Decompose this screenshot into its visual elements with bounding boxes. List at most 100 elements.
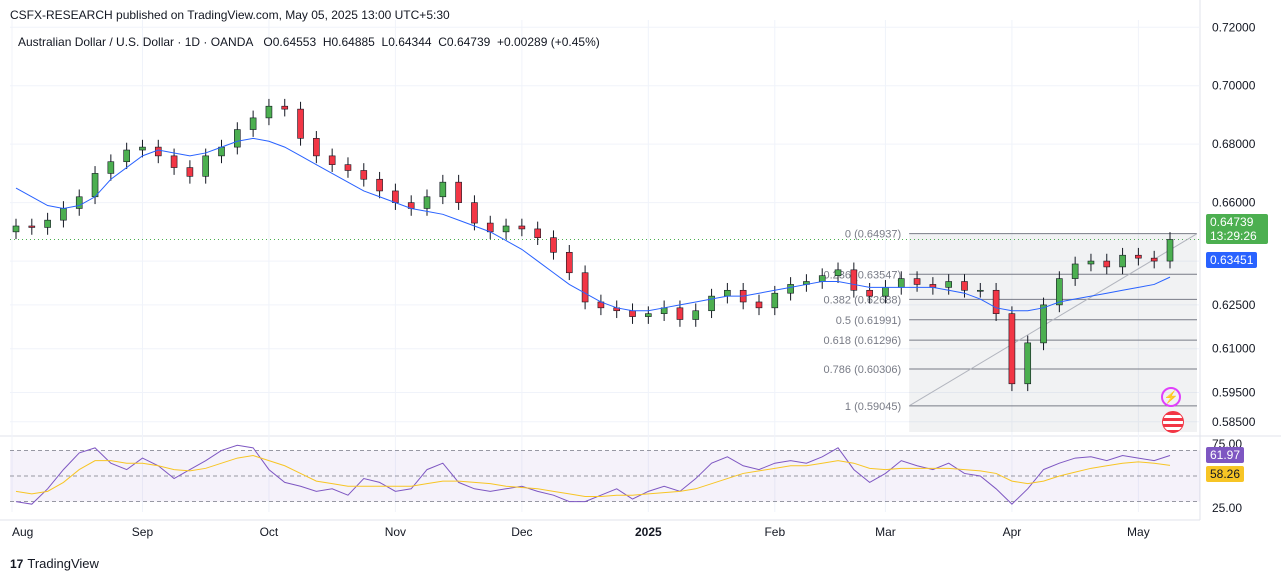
last-price-value: 0.64739 [1210,215,1254,229]
time-tick-label: Sep [132,525,154,539]
fib-level-label: 1 (0.59045) [845,401,901,413]
candle-body [75,196,83,209]
candle-body [977,289,984,292]
candle-body [1040,304,1047,344]
candle-body [297,108,304,139]
candle-body [281,105,289,110]
candle-body [154,146,162,157]
fib-level-label: 0.382 (0.62688) [823,294,901,306]
candle-body [91,173,99,198]
candle-body [439,181,447,198]
candle-body [755,301,763,309]
candle-body [360,170,368,180]
candlestick-series [12,98,1174,392]
rsi-value-tag: 61.97 [1206,447,1245,463]
candle-body [771,292,779,309]
candle-body [423,196,431,209]
candle-body [897,278,905,288]
time-tick-label: 2025 [635,525,662,539]
time-tick-label: Oct [260,525,279,539]
candle-body [455,181,462,203]
symbol-label[interactable]: Australian Dollar / U.S. Dollar · 1D · O… [18,35,254,49]
candle-body [328,155,336,165]
candle-body [344,164,352,171]
candle-body [12,225,20,233]
price-tick-label: 0.66000 [1212,196,1256,210]
close-value: C0.64739 [438,35,491,49]
rsi-ma-value-tag: 58.26 [1206,466,1245,482]
fib-background [909,233,1197,432]
ma-line [15,137,1171,312]
fib-level-label: 0.618 (0.61296) [823,335,901,347]
rsi-panel [10,444,1200,505]
candle-body [265,105,273,119]
candle-body [249,117,257,130]
candle-body [534,228,541,238]
candle-body [234,129,241,148]
fib-level-label: 0.786 (0.60306) [823,364,901,376]
time-tick-label: Dec [511,525,532,539]
candle-body [645,313,652,317]
candle-body [1119,254,1126,268]
candle-body [818,275,826,282]
candle-body [945,281,952,288]
footer-branding[interactable]: 17 TradingView [10,556,99,571]
candle-body [502,225,510,233]
candle-body [850,269,858,291]
fib-level-label: 0 (0.64937) [845,229,901,241]
us-flag-icon[interactable] [1162,411,1184,433]
price-tick-label: 0.70000 [1212,79,1256,93]
candle-body [834,269,842,276]
price-tick-label: 0.58500 [1212,415,1256,429]
candle-body [1103,260,1111,268]
candle-body [123,149,130,163]
candle-body [913,278,921,285]
rsi-ma-line [15,455,1171,497]
candle-body [992,289,1000,314]
candle-body [866,289,873,297]
candle-body [676,307,684,320]
time-tick-label: Nov [385,525,406,539]
candle-body [107,161,115,174]
candle-body [724,289,731,297]
candle-body [139,146,146,151]
lightning-icon[interactable]: ⚡ [1161,387,1181,407]
candle-body [471,202,478,224]
candle-body [392,190,399,203]
candle-body [376,178,383,192]
candle-body [1071,263,1079,279]
time-tick-label: Mar [875,525,896,539]
moving-average-series [15,137,1171,312]
candle-body [565,251,573,274]
candle-body [787,284,794,294]
candle-body [629,310,636,317]
low-value: L0.64344 [381,35,432,49]
ma-price-tag: 0.63451 [1206,252,1258,268]
candle-body [313,138,320,157]
candle-body [961,281,968,291]
rsi-tick-label: 25.00 [1212,501,1242,515]
change-value: +0.00289 (+0.45%) [496,35,600,49]
ohlc-legend: Australian Dollar / U.S. Dollar · 1D · O… [18,35,600,49]
candle-body [518,225,526,230]
candle-body [1087,260,1095,265]
countdown-value: 13:29:26 [1210,229,1257,243]
publisher-line: CSFX-RESEARCH published on TradingView.c… [10,8,450,22]
candle-body [550,237,557,253]
time-tick-label: Aug [12,525,33,539]
time-tick-label: May [1127,525,1150,539]
candle-body [708,295,715,312]
price-tick-label: 0.68000 [1212,137,1256,151]
candle-body [186,167,194,177]
fib-level-label: 0.236 (0.63547) [823,269,901,281]
fibonacci-retracement[interactable]: 0 (0.64937) 0.236 (0.63547) 0.382 (0.62688… [823,229,1198,432]
candle-body [1135,254,1142,259]
open-value: O0.64553 [263,35,317,49]
price-tick-label: 0.62500 [1212,298,1256,312]
time-tick-label: Apr [1003,525,1022,539]
candle-body [28,225,36,228]
time-tick-label: Feb [764,525,785,539]
candle-body [1166,239,1174,262]
candle-body [202,155,209,177]
